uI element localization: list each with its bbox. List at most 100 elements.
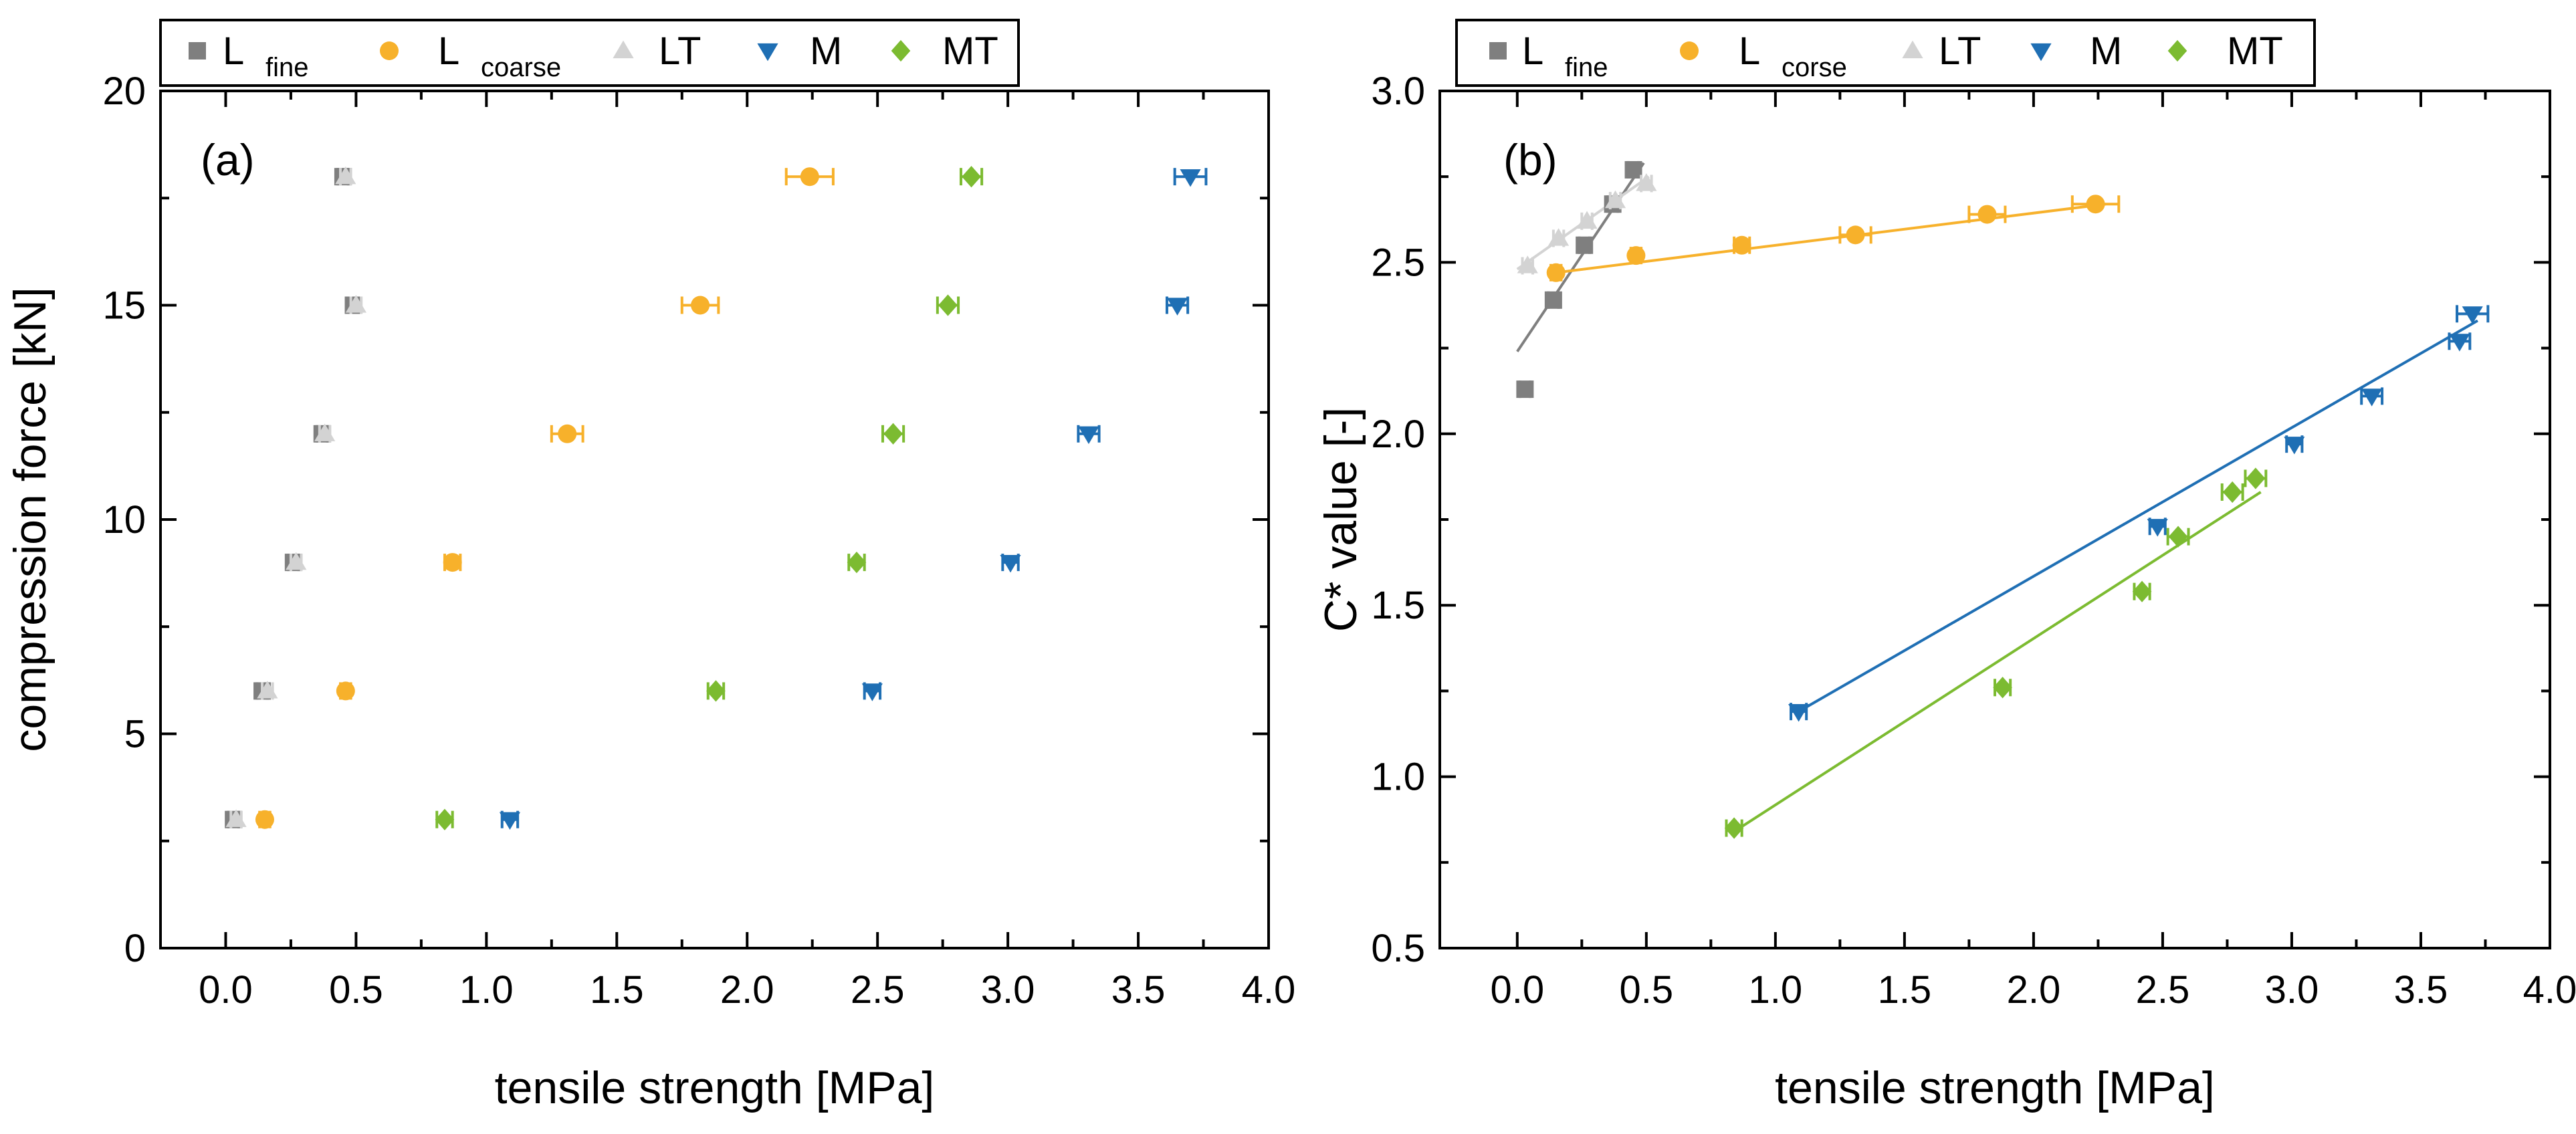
data-point (286, 552, 307, 570)
x-tick-label: 2.5 (2136, 968, 2190, 1012)
fit-line-l-corse (1555, 203, 2107, 274)
x-tick-label: 0.0 (1490, 968, 1544, 1012)
x-tick-label: 3.0 (981, 968, 1035, 1012)
legend-marker (1902, 40, 1923, 59)
legend-subscript: fine (1565, 53, 1608, 82)
series-l-fine (1516, 160, 1642, 399)
data-point (2147, 519, 2168, 537)
x-axis-title: tensile strength [MPa] (1775, 1062, 2215, 1113)
data-point (1604, 190, 1626, 209)
data-point (2361, 388, 2383, 407)
data-point (691, 296, 710, 315)
data-point (1636, 173, 1657, 191)
legend-label: L (1739, 29, 1760, 73)
y-tick-label: 0 (124, 927, 146, 970)
series-mt (1724, 467, 2268, 839)
legend-label: MT (942, 29, 998, 73)
x-tick-label: 0.5 (329, 968, 383, 1012)
legend-label: LT (659, 29, 701, 73)
x-tick-label: 3.5 (1111, 968, 1166, 1012)
data-point (257, 681, 278, 699)
y-tick-label: 0.5 (1371, 927, 1425, 970)
legend-label: M (2090, 29, 2122, 73)
y-axis-title: C* value [-] (1315, 407, 1366, 632)
x-tick-label: 1.5 (590, 968, 644, 1012)
x-tick-label: 1.5 (1878, 968, 1932, 1012)
data-point (1846, 225, 1865, 245)
legend-marker (189, 42, 206, 60)
data-point (1626, 246, 1646, 265)
x-tick-label: 2.0 (2007, 968, 2061, 1012)
y-tick-label: 3.0 (1371, 70, 1425, 113)
data-point (1977, 205, 1997, 224)
data-point (861, 683, 883, 701)
y-tick-label: 2.5 (1371, 241, 1425, 284)
legend-marker (757, 43, 778, 62)
plot-frame (159, 90, 1270, 949)
data-point (2284, 437, 2305, 455)
data-point (1993, 677, 2012, 699)
legend-marker (2167, 39, 2187, 62)
y-tick-label: 10 (102, 498, 146, 542)
data-point (1624, 160, 1642, 179)
legend-marker (891, 39, 911, 62)
legend-label: MT (2227, 29, 2283, 73)
data-point (1576, 211, 1598, 229)
x-tick-label: 3.5 (2394, 968, 2448, 1012)
legend-frame (159, 19, 1020, 87)
data-point (706, 680, 726, 702)
data-point (1788, 704, 1810, 722)
x-tick-label: 4.0 (2523, 968, 2576, 1012)
data-point (1544, 291, 1562, 309)
data-point (800, 167, 819, 187)
data-point (345, 295, 367, 313)
legend-label: LT (1939, 29, 1981, 73)
data-point (2246, 467, 2266, 489)
data-point (2449, 334, 2470, 352)
data-point (499, 812, 521, 830)
panel-label: (b) (1503, 135, 1558, 185)
x-tick-label: 3.0 (2265, 968, 2319, 1012)
data-point (255, 810, 274, 829)
x-tick-label: 2.0 (720, 968, 774, 1012)
data-point (2132, 580, 2152, 602)
data-point (1546, 263, 1566, 282)
data-point (847, 551, 867, 574)
x-tick-label: 0.0 (199, 968, 253, 1012)
chart-b: 0.0 0.5 1.0 1.5 2.0 2.5 3.0 3.5 4.0 0.5 1.0 1.5 2.0 2… (1315, 19, 2576, 1113)
data-point (1732, 235, 1751, 255)
x-axis-title: tensile strength [MPa] (495, 1062, 935, 1113)
legend-label: L (223, 29, 244, 73)
legend-subscript: corse (1782, 53, 1847, 82)
data-point (225, 809, 247, 827)
legend-frame (1455, 19, 2316, 87)
x-tick-label: 0.5 (1620, 968, 1674, 1012)
y-tick-label: 5 (124, 713, 146, 756)
series-l-fine (225, 168, 362, 828)
data-point (435, 808, 455, 830)
fit-line-m (1798, 319, 2478, 713)
data-point (1180, 169, 1201, 187)
series-mt (435, 166, 984, 830)
data-point (335, 166, 356, 185)
x-tick-label: 4.0 (1242, 968, 1296, 1012)
chart-a: 0.0 0.5 1.0 1.5 2.0 2.5 3.0 3.5 4.0 0 5 10 15 20 tensi… (5, 19, 1296, 1113)
data-point (314, 423, 336, 441)
x-tick-label: 1.0 (459, 968, 514, 1012)
data-point (1724, 817, 1744, 839)
data-point (1517, 255, 1538, 273)
legend-marker (613, 40, 634, 59)
y-axis-title: compression force [kN] (5, 287, 56, 752)
data-point (2168, 526, 2188, 548)
data-point (1166, 298, 1188, 316)
panel-label: (a) (201, 135, 255, 185)
legend-marker (1489, 42, 1507, 60)
data-point (336, 681, 355, 701)
series-lt (225, 166, 367, 828)
y-tick-label: 1.5 (1371, 584, 1425, 627)
data-point (962, 166, 981, 188)
legend-subscript: fine (265, 53, 309, 82)
